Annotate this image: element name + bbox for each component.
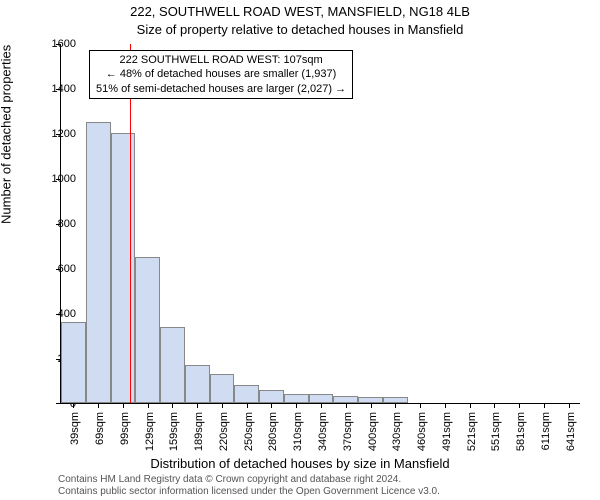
x-tick-mark (494, 403, 495, 408)
x-tick-label: 280sqm (263, 412, 279, 451)
histogram-bar (135, 257, 160, 403)
histogram-bar (210, 374, 235, 403)
plot-area: 222 SOUTHWELL ROAD WEST: 107sqm ← 48% of… (60, 44, 580, 404)
x-tick-mark (73, 403, 74, 408)
y-axis-label: Number of detached properties (0, 45, 14, 224)
x-tick-label: 611sqm (536, 412, 552, 450)
x-tick-label: 581sqm (511, 412, 527, 451)
x-tick-label: 400sqm (363, 412, 379, 451)
x-tick-label: 159sqm (164, 412, 180, 451)
x-tick-mark (247, 403, 248, 408)
histogram-bar (333, 396, 358, 403)
x-tick-mark (569, 403, 570, 408)
footer-line-1: Contains HM Land Registry data © Crown c… (58, 474, 440, 486)
annotation-line-3: 51% of semi-detached houses are larger (… (96, 82, 346, 96)
x-tick-mark (271, 403, 272, 408)
y-tick-mark (56, 269, 61, 270)
y-tick-mark (56, 89, 61, 90)
histogram-bar (284, 394, 309, 403)
y-tick-mark (56, 224, 61, 225)
histogram-bar (309, 394, 334, 403)
x-tick-mark (296, 403, 297, 408)
histogram-bar (86, 122, 111, 403)
x-tick-mark (420, 403, 421, 408)
x-tick-label: 310sqm (288, 412, 304, 451)
x-tick-label: 641sqm (561, 412, 577, 451)
x-tick-mark (98, 403, 99, 408)
x-tick-mark (346, 403, 347, 408)
y-tick-mark (56, 179, 61, 180)
x-tick-label: 491sqm (437, 412, 453, 451)
x-tick-mark (395, 403, 396, 408)
x-tick-label: 340sqm (313, 412, 329, 451)
y-tick-mark (56, 44, 61, 45)
x-tick-label: 370sqm (338, 412, 354, 451)
annotation-box: 222 SOUTHWELL ROAD WEST: 107sqm ← 48% of… (89, 50, 353, 99)
x-tick-label: 39sqm (65, 412, 81, 445)
y-tick-mark (56, 403, 61, 404)
x-tick-label: 521sqm (462, 412, 478, 451)
y-tick-mark (56, 314, 61, 315)
annotation-line-1: 222 SOUTHWELL ROAD WEST: 107sqm (96, 53, 346, 67)
x-axis-label: Distribution of detached houses by size … (0, 456, 600, 471)
x-tick-label: 551sqm (486, 412, 502, 451)
histogram-bar (61, 322, 86, 403)
x-tick-mark (519, 403, 520, 408)
y-tick-mark (56, 134, 61, 135)
histogram-bar (234, 385, 259, 403)
x-tick-label: 99sqm (115, 412, 131, 445)
footer-line-2: Contains public sector information licen… (58, 486, 440, 498)
x-tick-mark (172, 403, 173, 408)
chart-subtitle: Size of property relative to detached ho… (0, 22, 600, 37)
histogram-bar (160, 327, 185, 404)
chart-title: 222, SOUTHWELL ROAD WEST, MANSFIELD, NG1… (0, 4, 600, 19)
annotation-line-2: ← 48% of detached houses are smaller (1,… (96, 67, 346, 81)
x-tick-mark (222, 403, 223, 408)
x-tick-label: 129sqm (140, 412, 156, 451)
y-tick-mark (56, 359, 61, 360)
x-tick-label: 430sqm (387, 412, 403, 451)
x-tick-label: 189sqm (189, 412, 205, 451)
x-tick-mark (148, 403, 149, 408)
chart-container: 222, SOUTHWELL ROAD WEST, MANSFIELD, NG1… (0, 0, 600, 500)
histogram-bar (111, 133, 136, 403)
x-tick-label: 69sqm (90, 412, 106, 445)
x-tick-mark (445, 403, 446, 408)
x-tick-label: 250sqm (239, 412, 255, 451)
footer-attribution: Contains HM Land Registry data © Crown c… (58, 474, 440, 498)
x-tick-mark (321, 403, 322, 408)
x-tick-mark (123, 403, 124, 408)
x-tick-label: 460sqm (412, 412, 428, 451)
x-tick-mark (470, 403, 471, 408)
x-tick-mark (544, 403, 545, 408)
x-tick-label: 220sqm (214, 412, 230, 451)
x-tick-mark (197, 403, 198, 408)
histogram-bar (259, 390, 284, 404)
histogram-bar (185, 365, 210, 403)
x-tick-mark (371, 403, 372, 408)
